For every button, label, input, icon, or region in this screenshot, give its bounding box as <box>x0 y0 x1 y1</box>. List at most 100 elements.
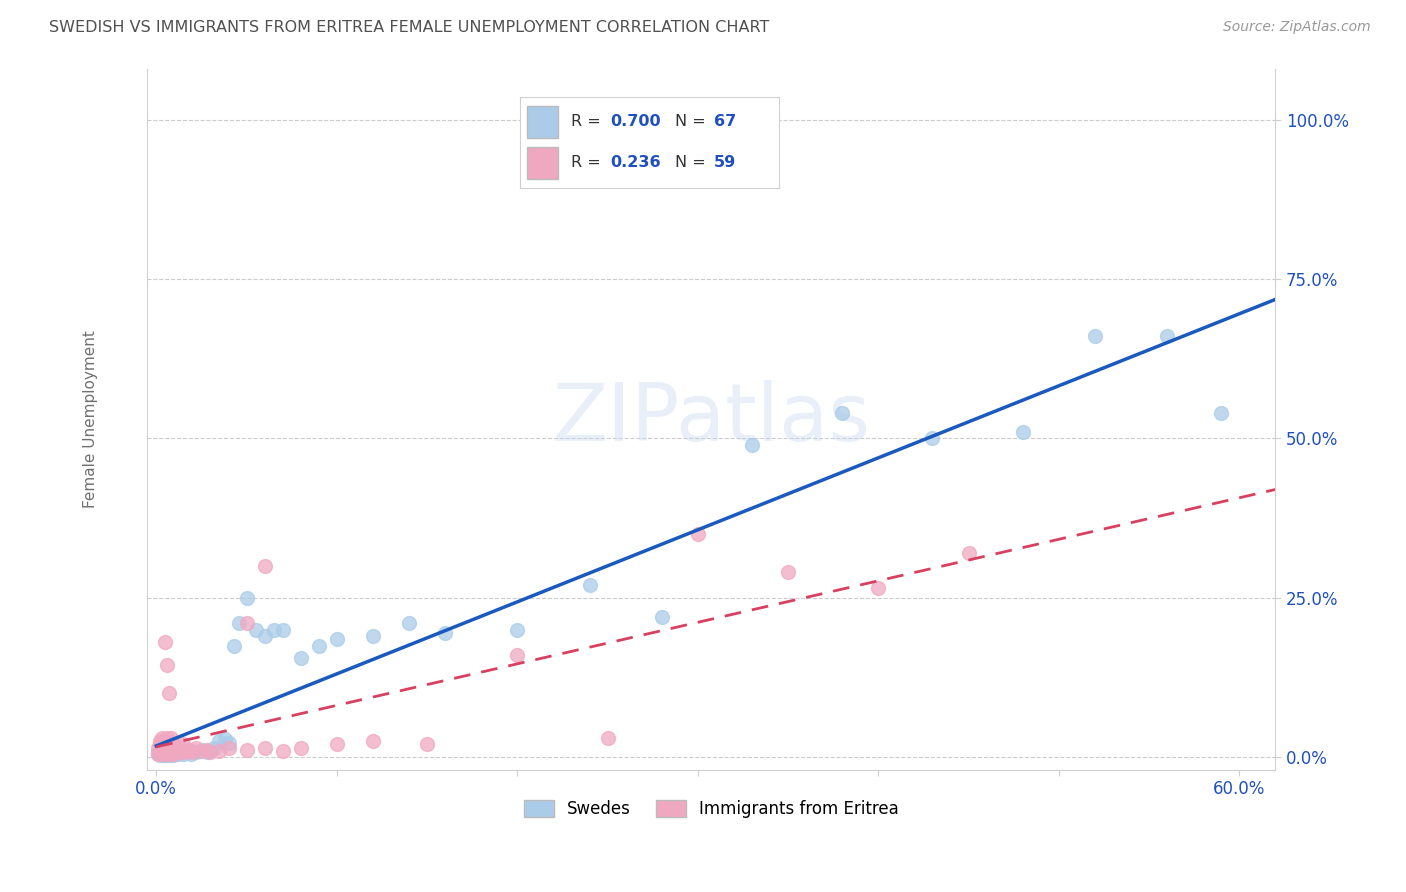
Point <box>157 744 180 758</box>
Point <box>146 745 169 759</box>
Point <box>218 740 240 755</box>
Point <box>162 747 184 762</box>
Point <box>921 431 943 445</box>
Point <box>159 731 181 745</box>
Point <box>170 744 193 758</box>
Point <box>155 745 177 759</box>
Point <box>177 742 200 756</box>
Point <box>157 747 180 762</box>
Point <box>235 742 257 756</box>
Point <box>222 639 245 653</box>
Point <box>235 591 257 605</box>
Point <box>163 740 186 755</box>
Point <box>1156 329 1178 343</box>
Point <box>165 744 187 758</box>
Point <box>149 738 172 752</box>
Point <box>150 747 173 761</box>
Point <box>155 740 177 755</box>
Point <box>506 648 529 663</box>
Text: ZIPatlas: ZIPatlas <box>553 380 870 458</box>
Point <box>146 747 169 761</box>
Point <box>149 740 172 755</box>
Point <box>152 745 174 759</box>
Point <box>202 740 225 755</box>
Point <box>245 623 267 637</box>
Point <box>156 740 179 755</box>
Point <box>155 747 177 761</box>
Point <box>157 686 180 700</box>
Point <box>506 623 529 637</box>
Point <box>152 744 174 758</box>
Point <box>253 629 276 643</box>
Point <box>176 745 198 759</box>
Point <box>156 742 179 756</box>
Point <box>157 742 180 756</box>
Point <box>159 741 181 756</box>
Point <box>149 748 172 763</box>
Point <box>271 623 294 637</box>
Point <box>169 740 191 755</box>
Point <box>152 739 174 753</box>
Point <box>150 747 173 761</box>
Point <box>159 739 181 753</box>
Point <box>776 566 799 580</box>
Point <box>208 734 231 748</box>
Point <box>156 747 179 761</box>
Point <box>416 738 439 752</box>
Point <box>190 744 212 758</box>
Point <box>163 747 186 761</box>
Point <box>188 744 211 758</box>
Legend: Swedes, Immigrants from Eritrea: Swedes, Immigrants from Eritrea <box>517 793 905 825</box>
Point <box>1211 406 1233 420</box>
Point <box>162 742 184 756</box>
Point <box>1084 329 1107 343</box>
Point <box>170 745 193 759</box>
Point <box>162 740 184 755</box>
Point <box>155 748 177 763</box>
Point <box>290 651 312 665</box>
Point <box>155 742 177 756</box>
Point <box>180 747 202 761</box>
Point <box>651 610 673 624</box>
Point <box>326 632 349 647</box>
Point <box>308 639 330 653</box>
Point <box>290 740 312 755</box>
Point <box>152 747 174 762</box>
Point <box>149 745 172 759</box>
Point <box>165 745 187 759</box>
Point <box>741 438 763 452</box>
Point <box>195 745 218 759</box>
Point <box>184 740 207 755</box>
Point <box>181 744 204 758</box>
Point <box>434 626 457 640</box>
Text: Source: ZipAtlas.com: Source: ZipAtlas.com <box>1223 20 1371 34</box>
Point <box>163 738 186 752</box>
Point <box>398 616 420 631</box>
Point <box>163 745 186 759</box>
Point <box>361 629 384 643</box>
Point <box>167 747 190 761</box>
Point <box>155 738 177 752</box>
Point <box>326 738 349 752</box>
Point <box>263 623 285 637</box>
Point <box>146 740 169 755</box>
Point <box>155 635 177 649</box>
Point <box>228 616 250 631</box>
Point <box>596 731 619 745</box>
Point <box>156 745 179 759</box>
Point <box>169 744 191 758</box>
Point <box>150 742 173 756</box>
Point <box>361 734 384 748</box>
Point <box>686 527 709 541</box>
Point <box>162 747 184 761</box>
Point <box>150 742 173 756</box>
Point <box>957 546 980 560</box>
Point <box>218 736 240 750</box>
Point <box>868 581 890 595</box>
Point <box>157 739 180 753</box>
Point <box>159 747 181 761</box>
Point <box>150 731 173 745</box>
Point <box>208 744 231 758</box>
Point <box>271 744 294 758</box>
Text: Female Unemployment: Female Unemployment <box>83 330 98 508</box>
